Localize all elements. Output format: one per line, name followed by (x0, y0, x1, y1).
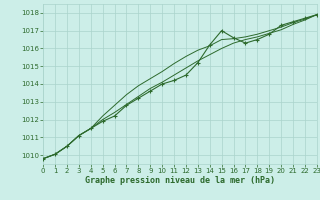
X-axis label: Graphe pression niveau de la mer (hPa): Graphe pression niveau de la mer (hPa) (85, 176, 275, 185)
